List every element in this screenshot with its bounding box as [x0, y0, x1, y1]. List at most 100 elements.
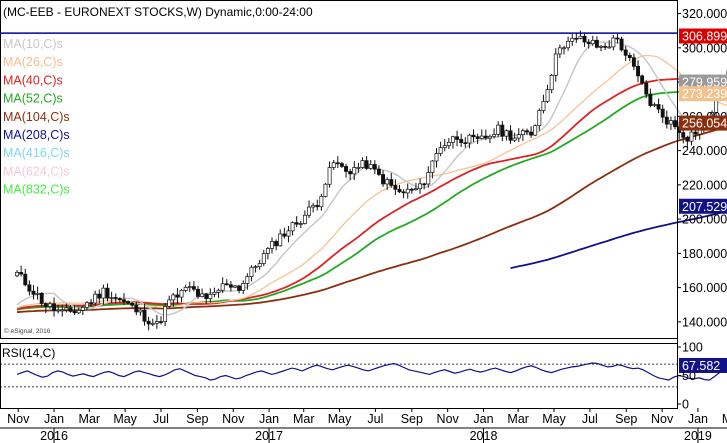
candle-body: [668, 120, 673, 125]
candle-body: [294, 222, 299, 225]
candle-body: [446, 141, 451, 146]
candle-body: [183, 287, 188, 291]
candle-body: [167, 299, 172, 307]
candle-body: [302, 214, 307, 224]
candle-body: [574, 37, 579, 40]
candle-body: [89, 302, 94, 305]
value-tag-bg: [679, 28, 727, 44]
ma-line-10: [16, 41, 727, 316]
time-label: Mar: [722, 412, 727, 426]
price-tick-label: 140.000: [682, 315, 727, 329]
rsi-panel: RSI(14,C): [0, 343, 727, 409]
candle-body: [179, 290, 184, 298]
candle-body: [282, 233, 287, 237]
moving-average-lines: [16, 41, 727, 316]
time-label: Sep: [186, 412, 208, 426]
rsi-tick-label: 0: [682, 398, 689, 412]
candle-body: [660, 108, 665, 118]
candle-body: [578, 35, 583, 39]
value-tag: 273.239: [682, 87, 727, 101]
price-tick-label: 200.000: [682, 213, 727, 227]
price-axis: 140.000 160.000 180.000 200.000 220.000 240.0…: [677, 7, 727, 329]
candle-body: [652, 104, 657, 106]
candle-body: [422, 183, 427, 186]
price-tick-label: 220.000: [682, 178, 727, 192]
candle-body: [245, 276, 250, 284]
candle-body: [623, 49, 628, 56]
candle-body: [122, 299, 126, 302]
legend-item: MA(416,C)s: [3, 146, 70, 160]
candle-body: [553, 53, 558, 76]
candle-body: [64, 307, 69, 311]
candle-body: [27, 284, 32, 292]
value-tag-bg: [679, 115, 727, 131]
time-label: Jul: [582, 412, 598, 426]
candle-body: [586, 41, 591, 45]
rsi-tick-label: 100: [682, 341, 703, 355]
candle-body: [233, 285, 237, 288]
candle-body: [693, 131, 698, 135]
candle-body: [344, 166, 348, 172]
ma-line-104: [16, 125, 727, 314]
candle-body: [130, 302, 135, 306]
candle-body: [381, 174, 386, 185]
candle-body: [525, 130, 529, 133]
candle-body: [590, 39, 595, 45]
candle-body: [126, 301, 131, 304]
value-tag-bg: [679, 198, 727, 214]
candle-body: [154, 321, 159, 324]
year-label: 2018: [470, 429, 498, 443]
value-tag: 306.899: [682, 30, 727, 44]
candle-body: [562, 47, 566, 50]
candle-body: [220, 283, 225, 291]
legend-item: MA(52,C)s: [3, 92, 63, 106]
time-label: Nov: [651, 412, 674, 426]
candle-body: [80, 306, 85, 311]
candle-body: [270, 241, 274, 249]
candle-body: [212, 292, 217, 295]
candle-body: [537, 110, 542, 126]
candle-body: [611, 37, 616, 48]
candle-body: [15, 272, 19, 277]
legend-item: MA(832,C)s: [3, 183, 70, 197]
value-tag: 207.529: [682, 200, 727, 214]
candle-body: [529, 131, 534, 136]
candle-body: [479, 135, 484, 139]
candle-body: [43, 303, 48, 307]
candle-body: [31, 290, 36, 295]
candle-body: [619, 38, 624, 51]
candle-body: [508, 130, 513, 141]
candle-body: [438, 147, 443, 154]
time-label: Jul: [153, 412, 169, 426]
candle-body: [504, 130, 509, 137]
time-label: Nov: [7, 412, 30, 426]
candle-body: [109, 297, 114, 299]
candle-body: [237, 285, 242, 291]
candle-body: [372, 164, 377, 170]
candle-body: [72, 311, 77, 314]
candle-body: [405, 188, 410, 194]
time-label: Jan: [688, 412, 708, 426]
legend-item: MA(26,C)s: [3, 55, 63, 69]
legend-item: MA(10,C)s: [3, 37, 63, 51]
candle-body: [335, 162, 340, 165]
candle-body: [520, 130, 525, 135]
candle-body: [545, 89, 550, 102]
candle-body: [566, 40, 571, 49]
candle-body: [463, 142, 468, 144]
candle-body: [475, 136, 480, 139]
candle-body: [241, 283, 246, 291]
candle-body: [615, 37, 620, 40]
candle-body: [163, 306, 168, 322]
rsi-panel-frame: [0, 343, 678, 409]
candle-body: [644, 82, 649, 95]
candle-body: [208, 293, 213, 299]
candle-body: [467, 134, 472, 144]
candle-body: [47, 303, 52, 307]
candle-body: [594, 39, 599, 48]
candle-body: [159, 321, 163, 323]
candle-body: [23, 273, 28, 286]
value-tag: 279.959: [682, 76, 727, 90]
time-label: May: [328, 412, 352, 426]
